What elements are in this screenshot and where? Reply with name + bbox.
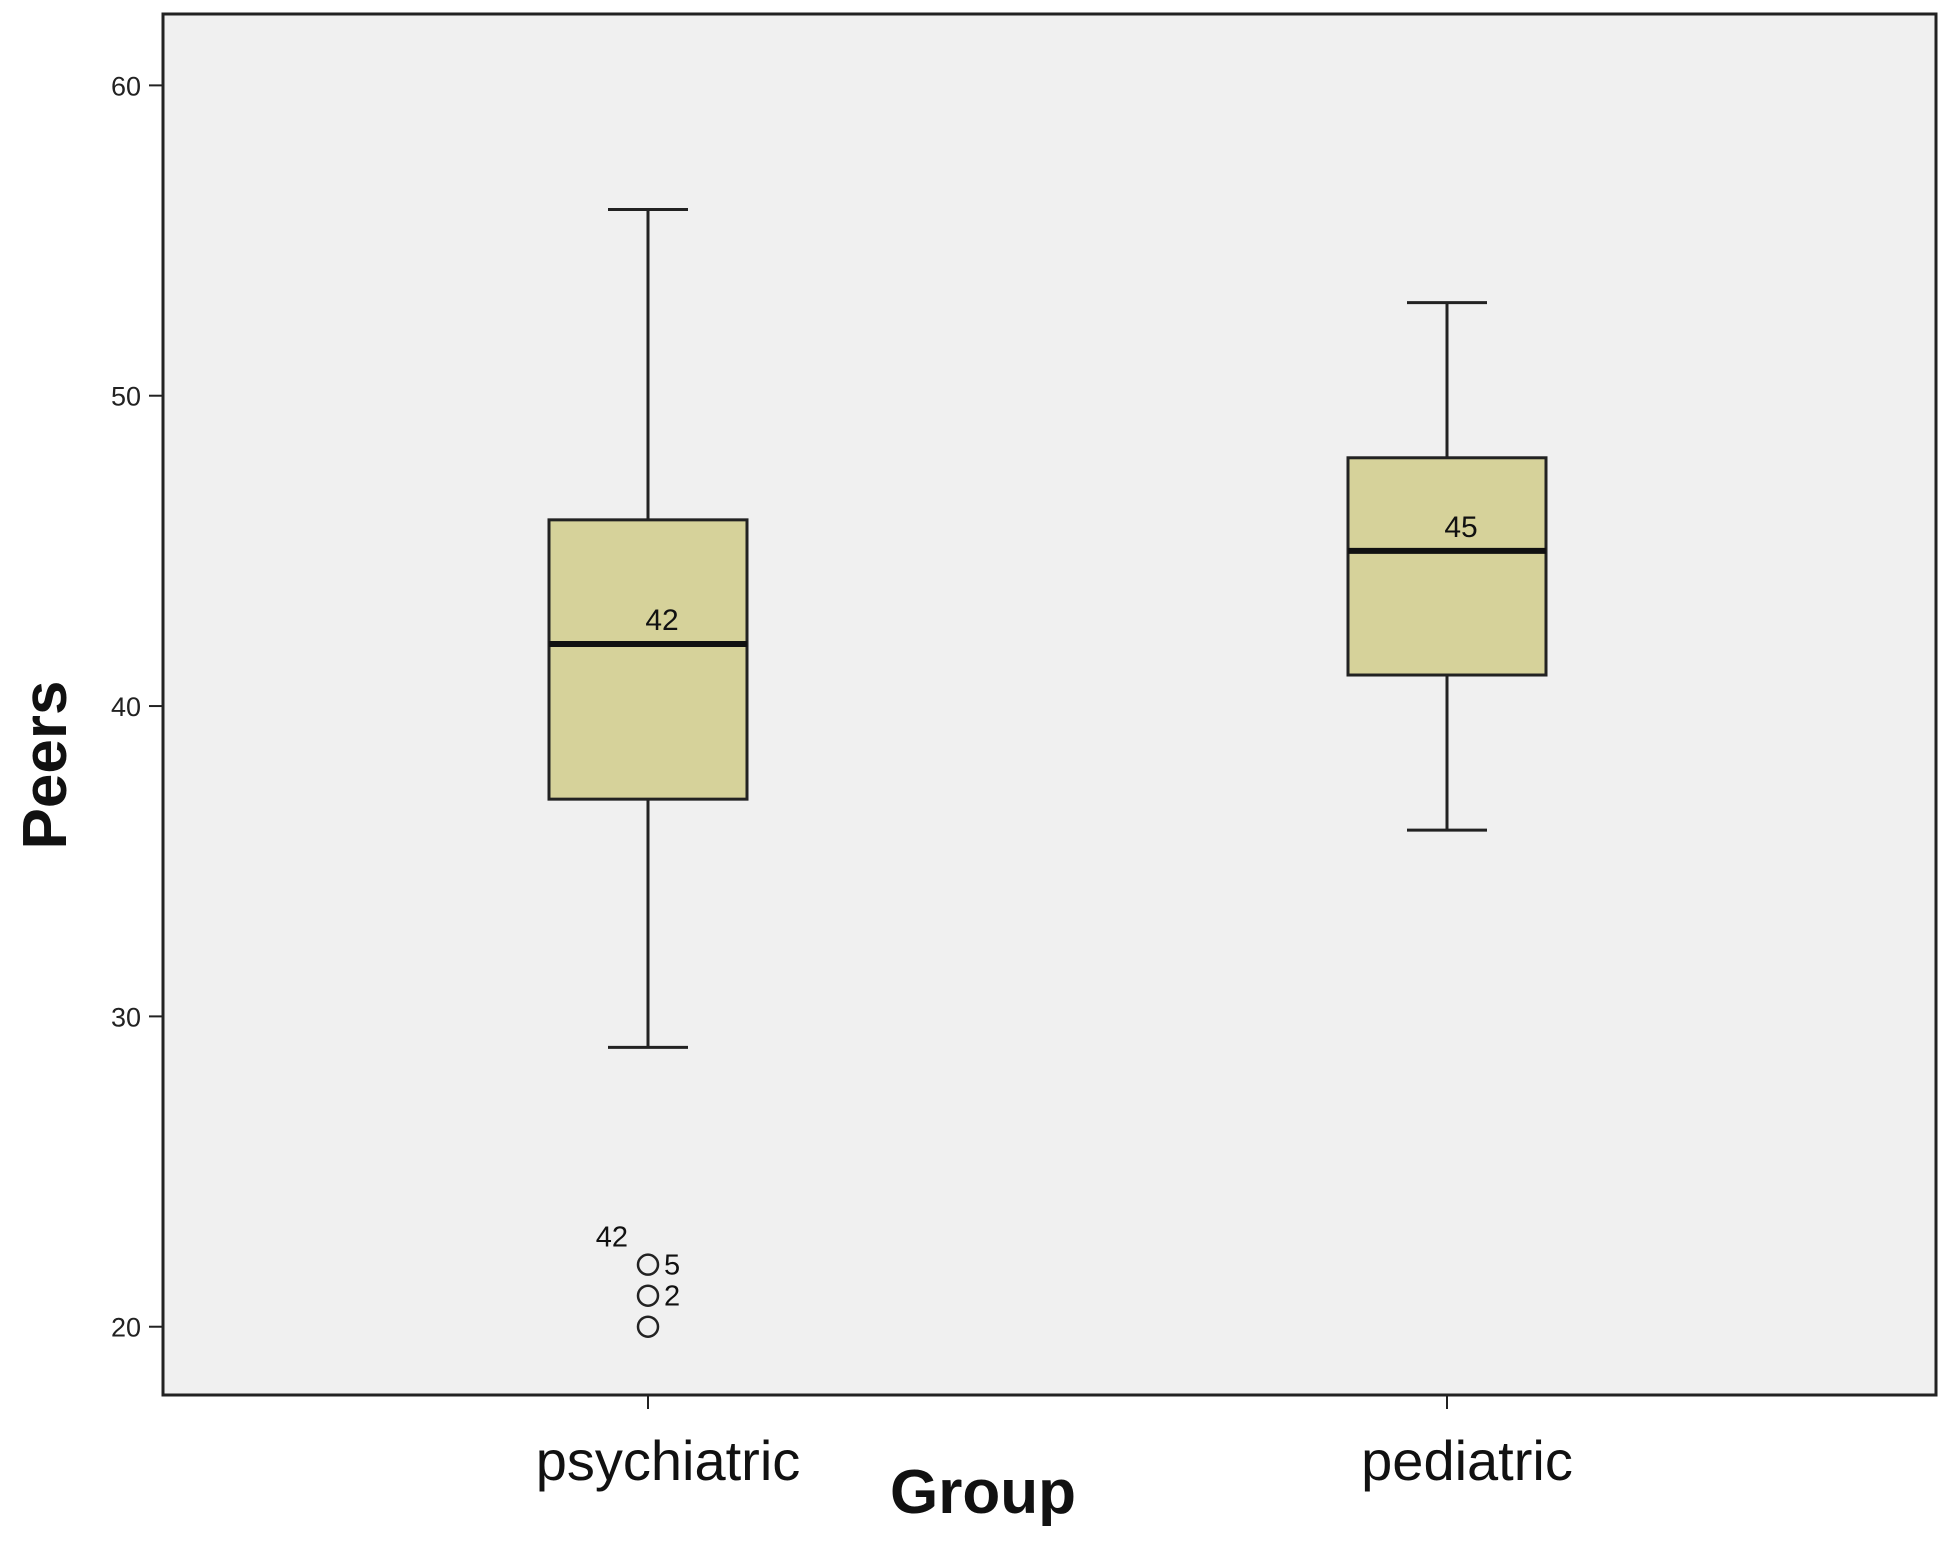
plot-area [161,12,1938,1397]
x-tick-label-psychiatric: psychiatric [536,1429,801,1492]
y-tick-label: 60 [111,71,141,101]
x-tick-label-pediatric: pediatric [1361,1429,1573,1492]
outlier-label: 42 [596,1222,628,1254]
box-group-psychiatric: 42 5 42 2 [547,208,749,1338]
x-axis: psychiatric pediatric [536,1395,1573,1492]
iqr-box [1346,456,1548,677]
y-tick-label: 30 [111,1002,141,1032]
y-tick-label: 40 [111,692,141,722]
y-tick-label: 50 [111,382,141,412]
y-axis-title: Peers [11,681,80,850]
y-tick-label: 20 [111,1313,141,1343]
median-label: 45 [1444,511,1477,544]
outlier-point [636,1253,660,1276]
iqr-box [547,518,749,801]
x-axis-title: Group [890,1458,1076,1527]
outlier-point [636,1315,660,1338]
median-label: 42 [645,604,678,637]
y-axis: 20 30 40 50 60 [111,71,163,1343]
box-series: 42 5 42 2 45 [547,208,1548,1338]
outlier-label: 5 [664,1250,680,1282]
box-group-pediatric: 45 [1346,301,1548,832]
outlier-point [636,1284,660,1307]
outlier-label: 2 [664,1281,680,1313]
